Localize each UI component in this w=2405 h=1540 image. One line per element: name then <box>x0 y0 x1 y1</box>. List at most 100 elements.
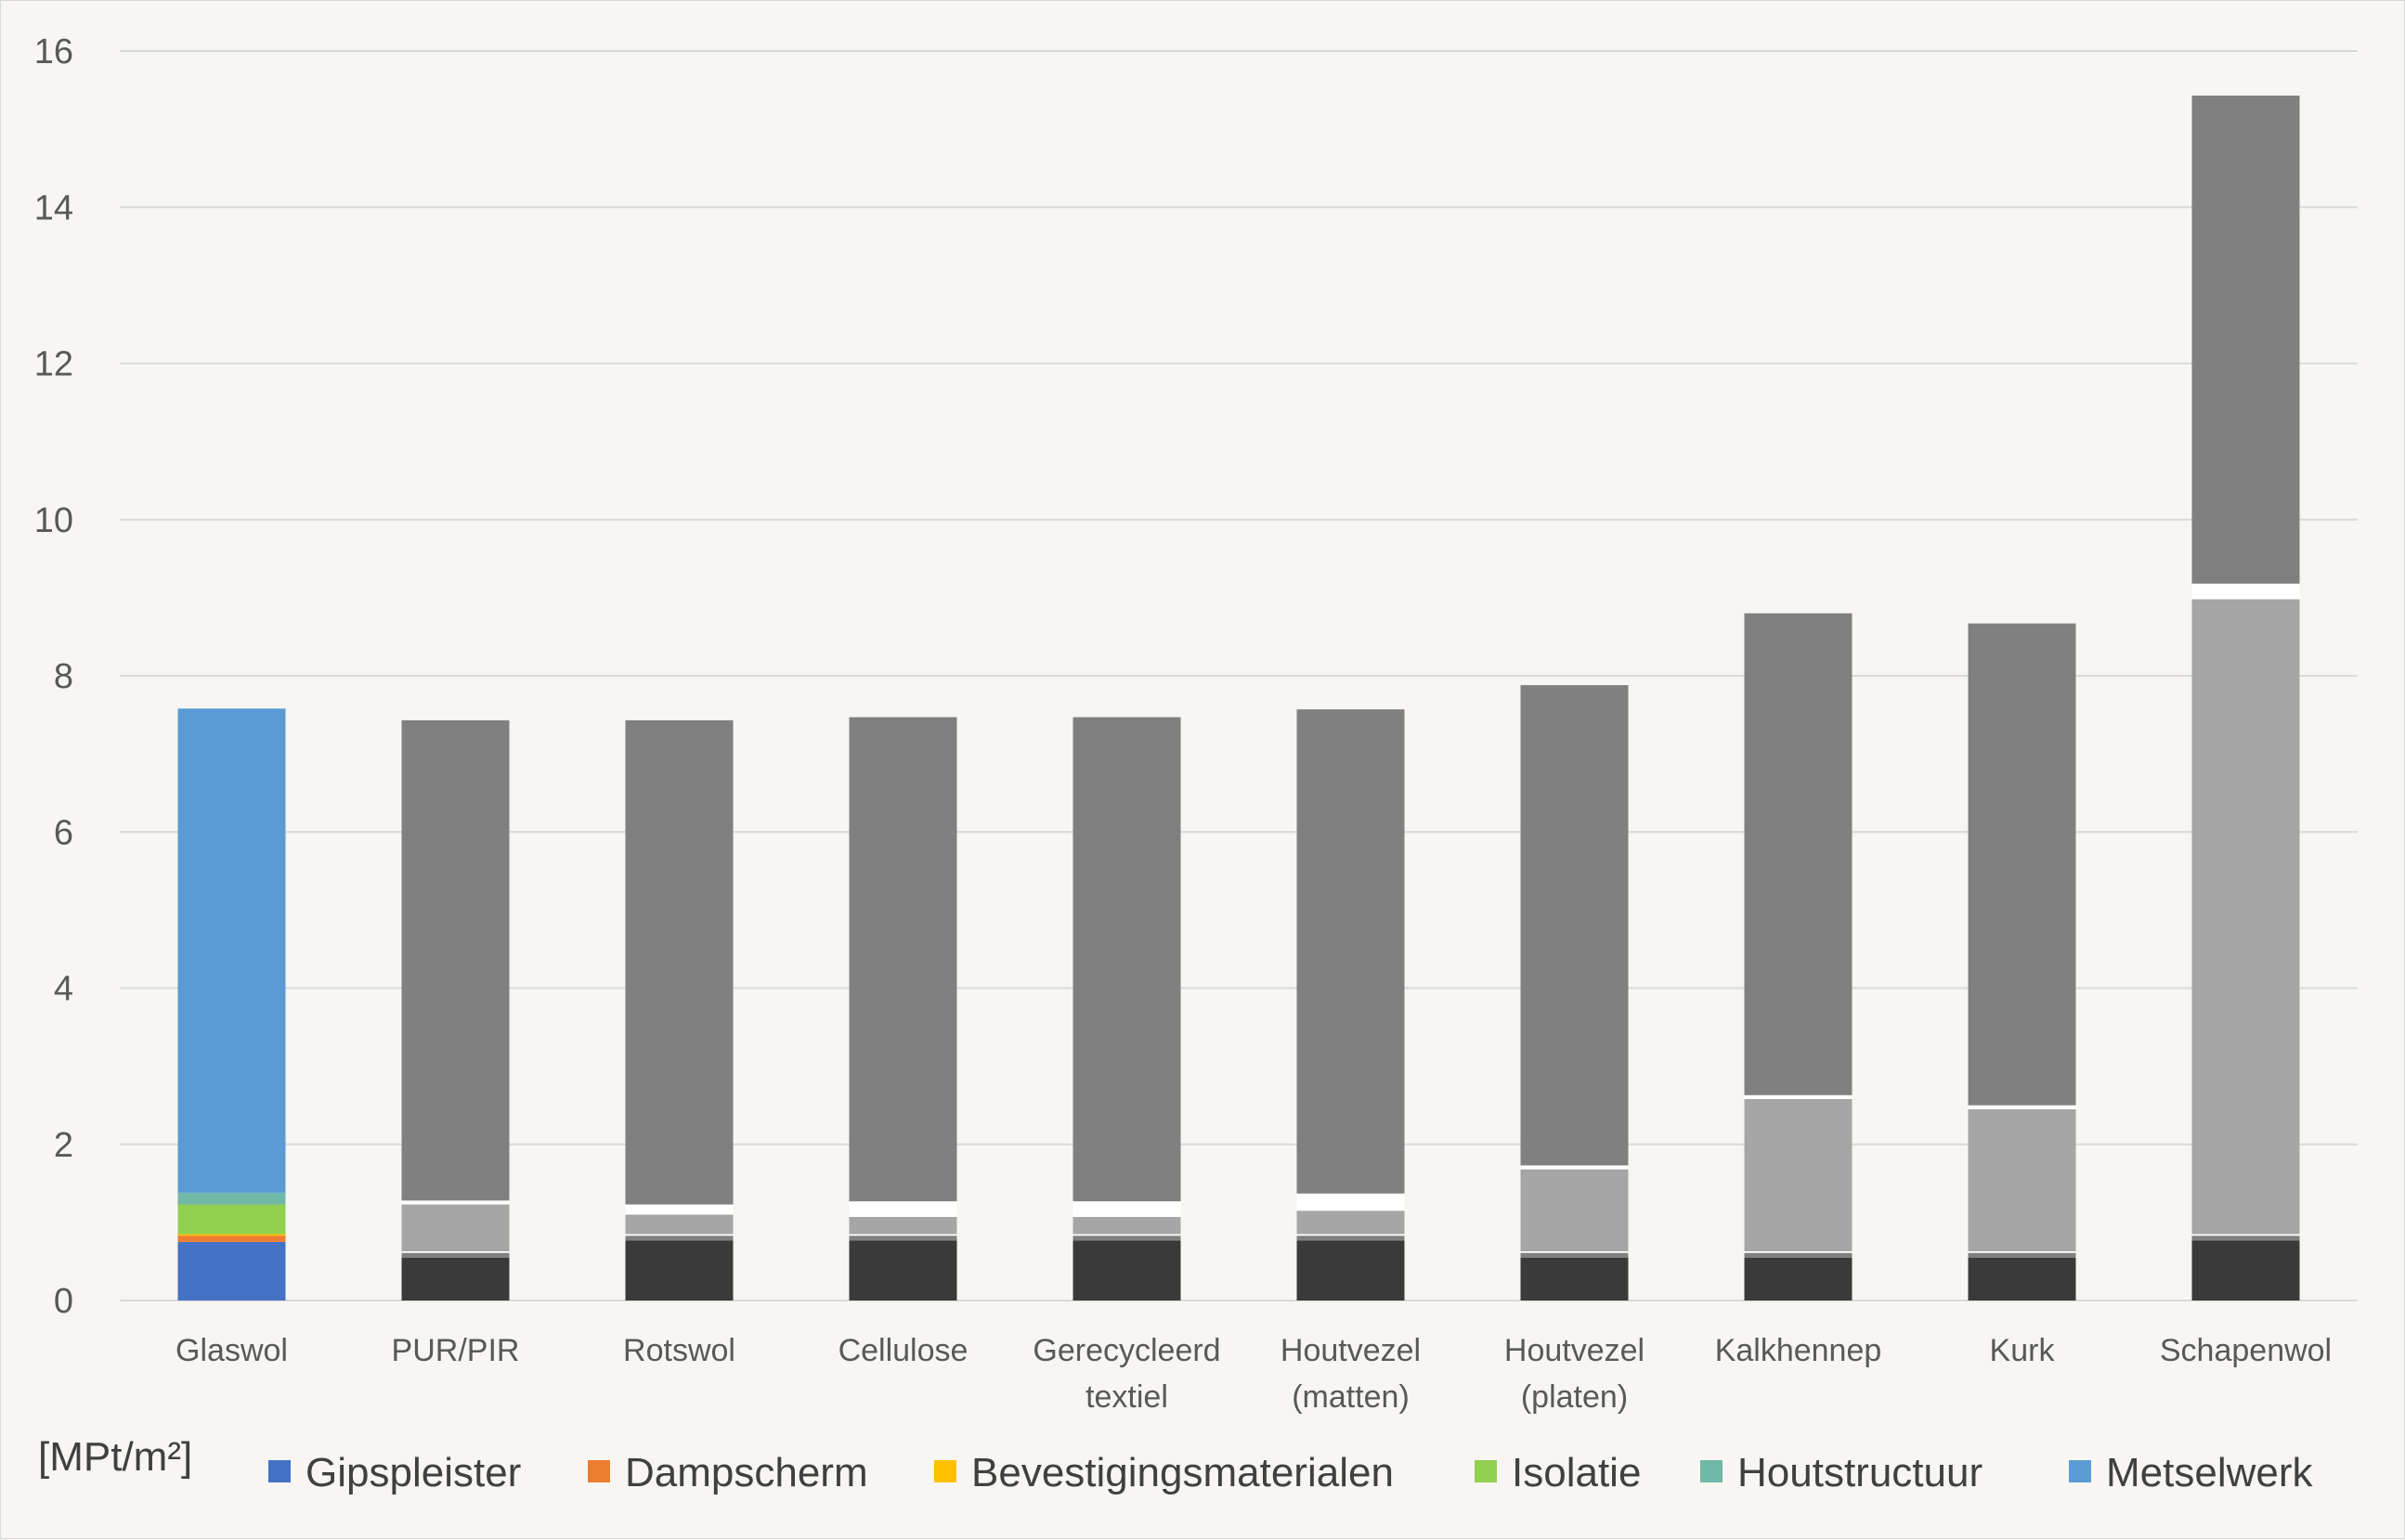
bar-segment <box>1072 1240 1181 1301</box>
bar-stack <box>401 719 510 1301</box>
bar-segment <box>1744 1257 1852 1301</box>
bar-segment <box>401 1204 510 1252</box>
bar-segment <box>849 1216 957 1235</box>
bar-segment <box>2191 1234 2300 1236</box>
bar-stack <box>177 708 286 1301</box>
bar-segment <box>625 1214 734 1235</box>
y-tick-label: 8 <box>54 657 73 696</box>
bar-segment <box>2191 1236 2300 1241</box>
bar-stack <box>1072 717 1181 1301</box>
bar-segment <box>2191 95 2300 584</box>
bar-segment <box>625 1204 734 1215</box>
x-axis-category-labels: Glaswol PUR/PIR Rotswol Cellulose Gerecyclee… <box>176 1333 2332 1415</box>
legend-swatch <box>588 1460 610 1482</box>
bar-segment <box>1520 1257 1629 1301</box>
legend-label: Dampscherm <box>625 1450 868 1495</box>
bar-segment <box>1072 1234 1181 1236</box>
bar-segment <box>625 719 734 1205</box>
bar-stack <box>625 719 734 1301</box>
y-tick-label: 16 <box>34 32 73 71</box>
x-tick-label: Houtvezel <box>1504 1333 1644 1368</box>
bar-segment <box>1296 1210 1405 1235</box>
bar-stack <box>1296 709 1405 1301</box>
x-tick-label: Glaswol <box>176 1333 288 1368</box>
bar-stack <box>1744 613 1852 1301</box>
bar-segment <box>401 1251 510 1253</box>
bar-stack <box>1520 685 1629 1301</box>
bar-segment <box>849 1201 957 1217</box>
bar-segment <box>625 1236 734 1241</box>
bar-segment <box>401 719 510 1201</box>
bar-segment <box>177 1204 286 1235</box>
bar-segment <box>1072 1216 1181 1235</box>
x-tick-label: Houtvezel <box>1280 1333 1421 1368</box>
bars <box>177 95 2300 1301</box>
x-tick-label: (matten) <box>1292 1379 1410 1415</box>
x-tick-label: Cellulose <box>838 1333 968 1368</box>
bar-segment <box>1968 1105 2076 1109</box>
bar-segment <box>1296 1240 1405 1301</box>
bar-segment <box>1744 1094 1852 1099</box>
bar-segment <box>1744 1098 1852 1252</box>
legend-label: Bevestigingsmaterialen <box>971 1450 1394 1495</box>
bar-segment <box>1520 1252 1629 1258</box>
x-tick-label: PUR/PIR <box>392 1333 520 1368</box>
y-tick-label: 0 <box>54 1282 73 1321</box>
bar-segment <box>177 1241 286 1301</box>
bar-segment <box>1072 1201 1181 1217</box>
bar-segment <box>849 1234 957 1236</box>
legend-swatch <box>1700 1460 1722 1482</box>
bar-segment <box>1520 685 1629 1166</box>
x-tick-label: Gerecycleerd <box>1033 1333 1220 1368</box>
bar-segment <box>1968 1257 2076 1301</box>
bar-segment <box>1968 1252 2076 1258</box>
bar-segment <box>849 1240 957 1301</box>
legend-swatch <box>2069 1460 2091 1482</box>
y-axis-tick-labels: 0 2 4 6 8 10 12 14 16 <box>34 32 73 1321</box>
bar-segment <box>1968 1108 2076 1252</box>
legend: [MPt/m²] Gipspleister Dampscherm Bevestigi… <box>38 1434 2313 1495</box>
legend-label: Gipspleister <box>306 1450 521 1495</box>
bar-segment <box>1968 1251 2076 1253</box>
bar-segment <box>2191 1240 2300 1301</box>
bar-segment <box>401 1257 510 1301</box>
bar-segment <box>177 1192 286 1205</box>
y-tick-label: 6 <box>54 813 73 852</box>
bar-segment <box>177 708 286 1193</box>
bar-segment <box>401 1252 510 1258</box>
bar-stack <box>1968 623 2076 1301</box>
bar-segment <box>1520 1251 1629 1253</box>
x-tick-label: (platen) <box>1521 1379 1628 1415</box>
bar-segment <box>1296 1234 1405 1236</box>
bar-stack <box>849 717 957 1301</box>
bar-segment <box>1296 709 1405 1194</box>
legend-label: Isolatie <box>1512 1450 1641 1495</box>
bar-segment <box>1520 1165 1629 1170</box>
bar-segment <box>1744 1251 1852 1253</box>
y-tick-label: 12 <box>34 345 73 384</box>
x-tick-label: Schapenwol <box>2160 1333 2332 1368</box>
bar-segment <box>1072 717 1181 1202</box>
bar-segment <box>177 1234 286 1236</box>
bar-segment <box>2191 599 2300 1235</box>
bar-segment <box>1520 1169 1629 1252</box>
bar-segment <box>1744 1252 1852 1258</box>
y-tick-label: 2 <box>54 1126 73 1165</box>
bar-segment <box>401 1200 510 1205</box>
bar-segment <box>1968 623 2076 1106</box>
bar-segment <box>849 1236 957 1241</box>
bar-segment <box>1296 1236 1405 1241</box>
legend-label: Houtstructuur <box>1737 1450 1982 1495</box>
bar-segment <box>1744 613 1852 1095</box>
bar-stack <box>2191 95 2300 1301</box>
y-tick-label: 4 <box>54 970 73 1009</box>
y-tick-label: 10 <box>34 501 73 540</box>
bar-segment <box>849 717 957 1202</box>
x-tick-label: Kalkhennep <box>1715 1333 1882 1368</box>
bar-segment <box>1072 1236 1181 1241</box>
y-tick-label: 14 <box>34 188 73 227</box>
bar-segment <box>2191 583 2300 600</box>
x-tick-label: Kurk <box>1990 1333 2056 1368</box>
